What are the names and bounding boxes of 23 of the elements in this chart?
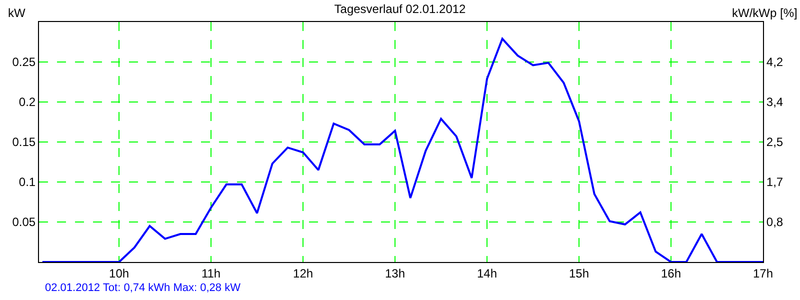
x-tick-label: 15h [568, 266, 590, 280]
x-tick-label: 11h [201, 266, 221, 280]
chart-title: Tagesverlauf 02.01.2012 [334, 2, 466, 16]
y-tick-label: 0.1 [18, 175, 36, 190]
y2-axis-title: kW/kWp [%] [732, 6, 798, 20]
y2-tick-label: 1,7 [766, 175, 784, 190]
x-tick-label: 16h [660, 266, 682, 280]
y-tick-label: 0.25 [12, 55, 36, 70]
y2-tick-label: 0,8 [766, 215, 784, 230]
y2-tick-label: 4,2 [766, 55, 784, 70]
x-tick-label: 12h [293, 266, 314, 280]
y-tick-label: 0.2 [18, 95, 36, 110]
y-tick-label: 0.15 [12, 135, 36, 150]
x-tick-label: 10h [109, 266, 130, 280]
x-tick-label: 13h [385, 266, 406, 280]
y-axis-title: kW [8, 6, 26, 20]
x-tick-label: 14h [477, 266, 498, 280]
y-tick-label: 0.05 [12, 215, 36, 230]
x-tick-label: 17h [752, 266, 774, 280]
line-series [41, 38, 763, 262]
y2-tick-label: 3,4 [766, 95, 784, 110]
text: 02.01.2012 Tot: 0,74 kWh Max: 0,28 kW [45, 282, 242, 294]
y2-tick-label: 2,5 [766, 135, 784, 150]
